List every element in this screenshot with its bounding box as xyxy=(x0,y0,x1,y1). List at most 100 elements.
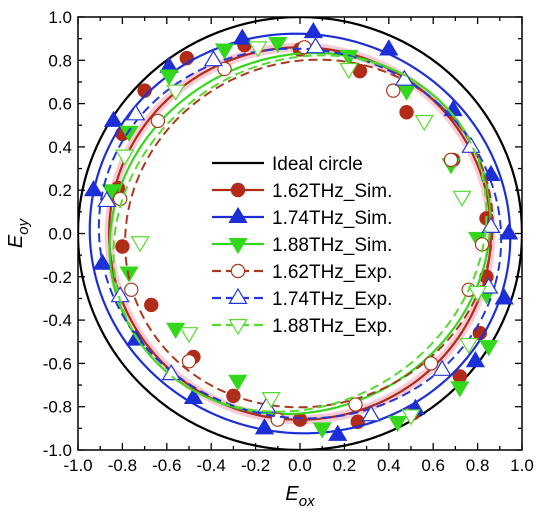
data-point xyxy=(261,392,281,409)
data-point xyxy=(303,21,323,39)
data-point xyxy=(179,327,199,344)
data-point xyxy=(305,37,326,54)
data-point xyxy=(183,387,204,405)
data-point xyxy=(159,69,179,86)
y-tick-label: 0.8 xyxy=(48,51,72,70)
legend-label: 1.74THz_Sim. xyxy=(272,208,392,229)
legend: Ideal circle 1.62THz_Sim. 1.74THz_Sim. 1.88… xyxy=(212,154,392,337)
data-point xyxy=(379,39,399,56)
series-curve xyxy=(88,32,512,435)
data-point xyxy=(254,418,275,435)
legend-marker xyxy=(228,319,248,336)
data-point xyxy=(388,415,408,433)
data-point xyxy=(432,359,452,376)
data-point xyxy=(268,36,288,54)
data-point xyxy=(348,397,363,412)
data-point xyxy=(150,113,166,129)
y-tick-label: -0.2 xyxy=(43,268,72,287)
data-point xyxy=(119,125,139,142)
legend-label: 1.62THz_Sim. xyxy=(272,181,392,202)
data-point xyxy=(479,340,499,357)
legend-marker xyxy=(228,287,248,304)
y-axis-title-sub: oy xyxy=(15,217,32,234)
x-tick-label: 1.0 xyxy=(510,456,534,475)
data-point xyxy=(361,405,381,422)
legend-entry-1-88thz-sim: 1.88THz_Sim. xyxy=(212,235,392,256)
plot-content xyxy=(78,17,522,450)
data-point xyxy=(144,297,159,313)
data-point xyxy=(228,374,248,391)
data-point xyxy=(248,41,268,58)
y-tick-label: 1.0 xyxy=(48,8,72,27)
series-curve xyxy=(108,51,492,416)
data-point xyxy=(452,190,472,207)
y-tick-label: -0.4 xyxy=(43,311,72,330)
legend-label: 1.88THz_Sim. xyxy=(272,235,392,256)
data-point xyxy=(328,424,348,441)
data-point xyxy=(130,236,150,253)
x-tick-label: 0.2 xyxy=(333,456,357,475)
data-point xyxy=(292,412,308,427)
x-tick-label: 0.8 xyxy=(466,456,490,475)
legend-entry-1-62thz-sim: 1.62THz_Sim. xyxy=(212,181,392,202)
data-point xyxy=(166,84,186,101)
data-point xyxy=(83,180,104,197)
y-tick-label: -0.6 xyxy=(43,354,72,373)
data-point xyxy=(423,356,439,371)
y-tick-label: 0.2 xyxy=(48,181,72,200)
y-tick-label: 0.6 xyxy=(48,95,72,114)
data-point xyxy=(396,84,417,101)
data-point xyxy=(414,114,434,132)
data-point xyxy=(450,381,470,398)
y-axis-title-main: E xyxy=(5,234,27,248)
legend-label: 1.74THz_Exp. xyxy=(272,289,392,310)
data-point xyxy=(386,83,401,98)
data-point xyxy=(467,285,488,303)
data-point xyxy=(115,149,135,166)
data-point xyxy=(181,354,197,369)
data-point xyxy=(312,422,332,439)
legend-label: Ideal circle xyxy=(272,154,363,175)
x-axis-title: Eox xyxy=(285,483,315,510)
data-point xyxy=(103,110,124,127)
series-1-62thz-exp xyxy=(112,40,494,427)
legend-label: 1.62THz_Exp. xyxy=(272,262,392,283)
data-point xyxy=(214,43,235,60)
data-point xyxy=(465,351,485,368)
data-point xyxy=(97,190,117,208)
y-tick-label: 0.4 xyxy=(48,138,72,157)
axis-ticks xyxy=(77,16,523,451)
data-point xyxy=(203,50,224,67)
data-point xyxy=(481,216,501,234)
y-tick-label: -1.0 xyxy=(43,441,72,460)
data-point xyxy=(232,28,252,45)
series-1-88thz-sim xyxy=(101,36,499,439)
series-curve xyxy=(112,54,488,413)
data-point xyxy=(401,409,421,426)
series-curve xyxy=(97,47,503,420)
series-curve xyxy=(107,46,493,421)
x-tick-label: 0.6 xyxy=(421,456,445,475)
series-1-88thz-exp xyxy=(112,41,488,426)
x-tick-label: -0.4 xyxy=(197,456,226,475)
x-axis-title-main: E xyxy=(285,483,299,505)
series-curve xyxy=(124,58,494,409)
legend-marker xyxy=(230,182,246,198)
x-tick-label: -0.8 xyxy=(108,456,137,475)
data-point xyxy=(126,104,146,121)
data-point xyxy=(394,69,414,86)
data-point xyxy=(443,152,459,168)
data-point xyxy=(459,337,479,355)
legend-entry-1-88thz-exp: 1.88THz_Exp. xyxy=(212,316,392,337)
data-point xyxy=(115,239,130,254)
y-axis-title: Eoy xyxy=(5,217,32,248)
data-point xyxy=(339,62,359,80)
legend-marker xyxy=(228,238,248,255)
x-tick-label: -0.2 xyxy=(241,456,270,475)
data-point xyxy=(461,136,481,153)
legend-entry-1-74thz-sim: 1.74THz_Sim. xyxy=(212,206,392,229)
legend-entry-ideal-circle: Ideal circle xyxy=(212,154,363,175)
x-tick-label: 0.0 xyxy=(288,456,312,475)
x-axis-title-sub: ox xyxy=(299,493,315,510)
